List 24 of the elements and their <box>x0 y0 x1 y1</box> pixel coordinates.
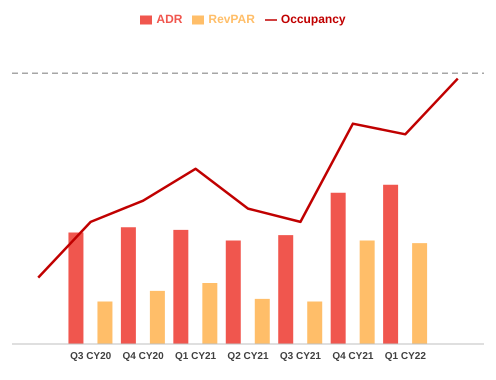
x-tick-label: Q4 CY21 <box>332 351 374 362</box>
x-tick-label: Q4 CY20 <box>122 351 164 362</box>
bar <box>383 184 398 344</box>
x-tick-label: Q2 CY21 <box>227 351 269 362</box>
x-tick-label: Q3 CY20 <box>70 351 112 362</box>
bar <box>150 290 165 344</box>
legend-label: RevPAR <box>208 12 255 26</box>
x-tick-label: Q1 CY21 <box>174 351 217 362</box>
bar <box>202 282 218 344</box>
bar <box>254 298 270 344</box>
bar <box>412 243 428 344</box>
bar <box>68 232 84 344</box>
bar <box>226 240 241 344</box>
legend-label: ADR <box>156 12 182 26</box>
x-tick-label: Q1 CY22 <box>384 351 426 362</box>
bar <box>97 302 112 344</box>
bar <box>360 240 375 344</box>
x-tick-label: Q3 CY21 <box>280 351 322 362</box>
legend-label: Occupancy <box>280 12 346 26</box>
bar <box>307 302 322 344</box>
bar <box>330 192 346 344</box>
bar <box>173 230 188 344</box>
bar <box>120 227 136 344</box>
bar <box>278 235 294 344</box>
